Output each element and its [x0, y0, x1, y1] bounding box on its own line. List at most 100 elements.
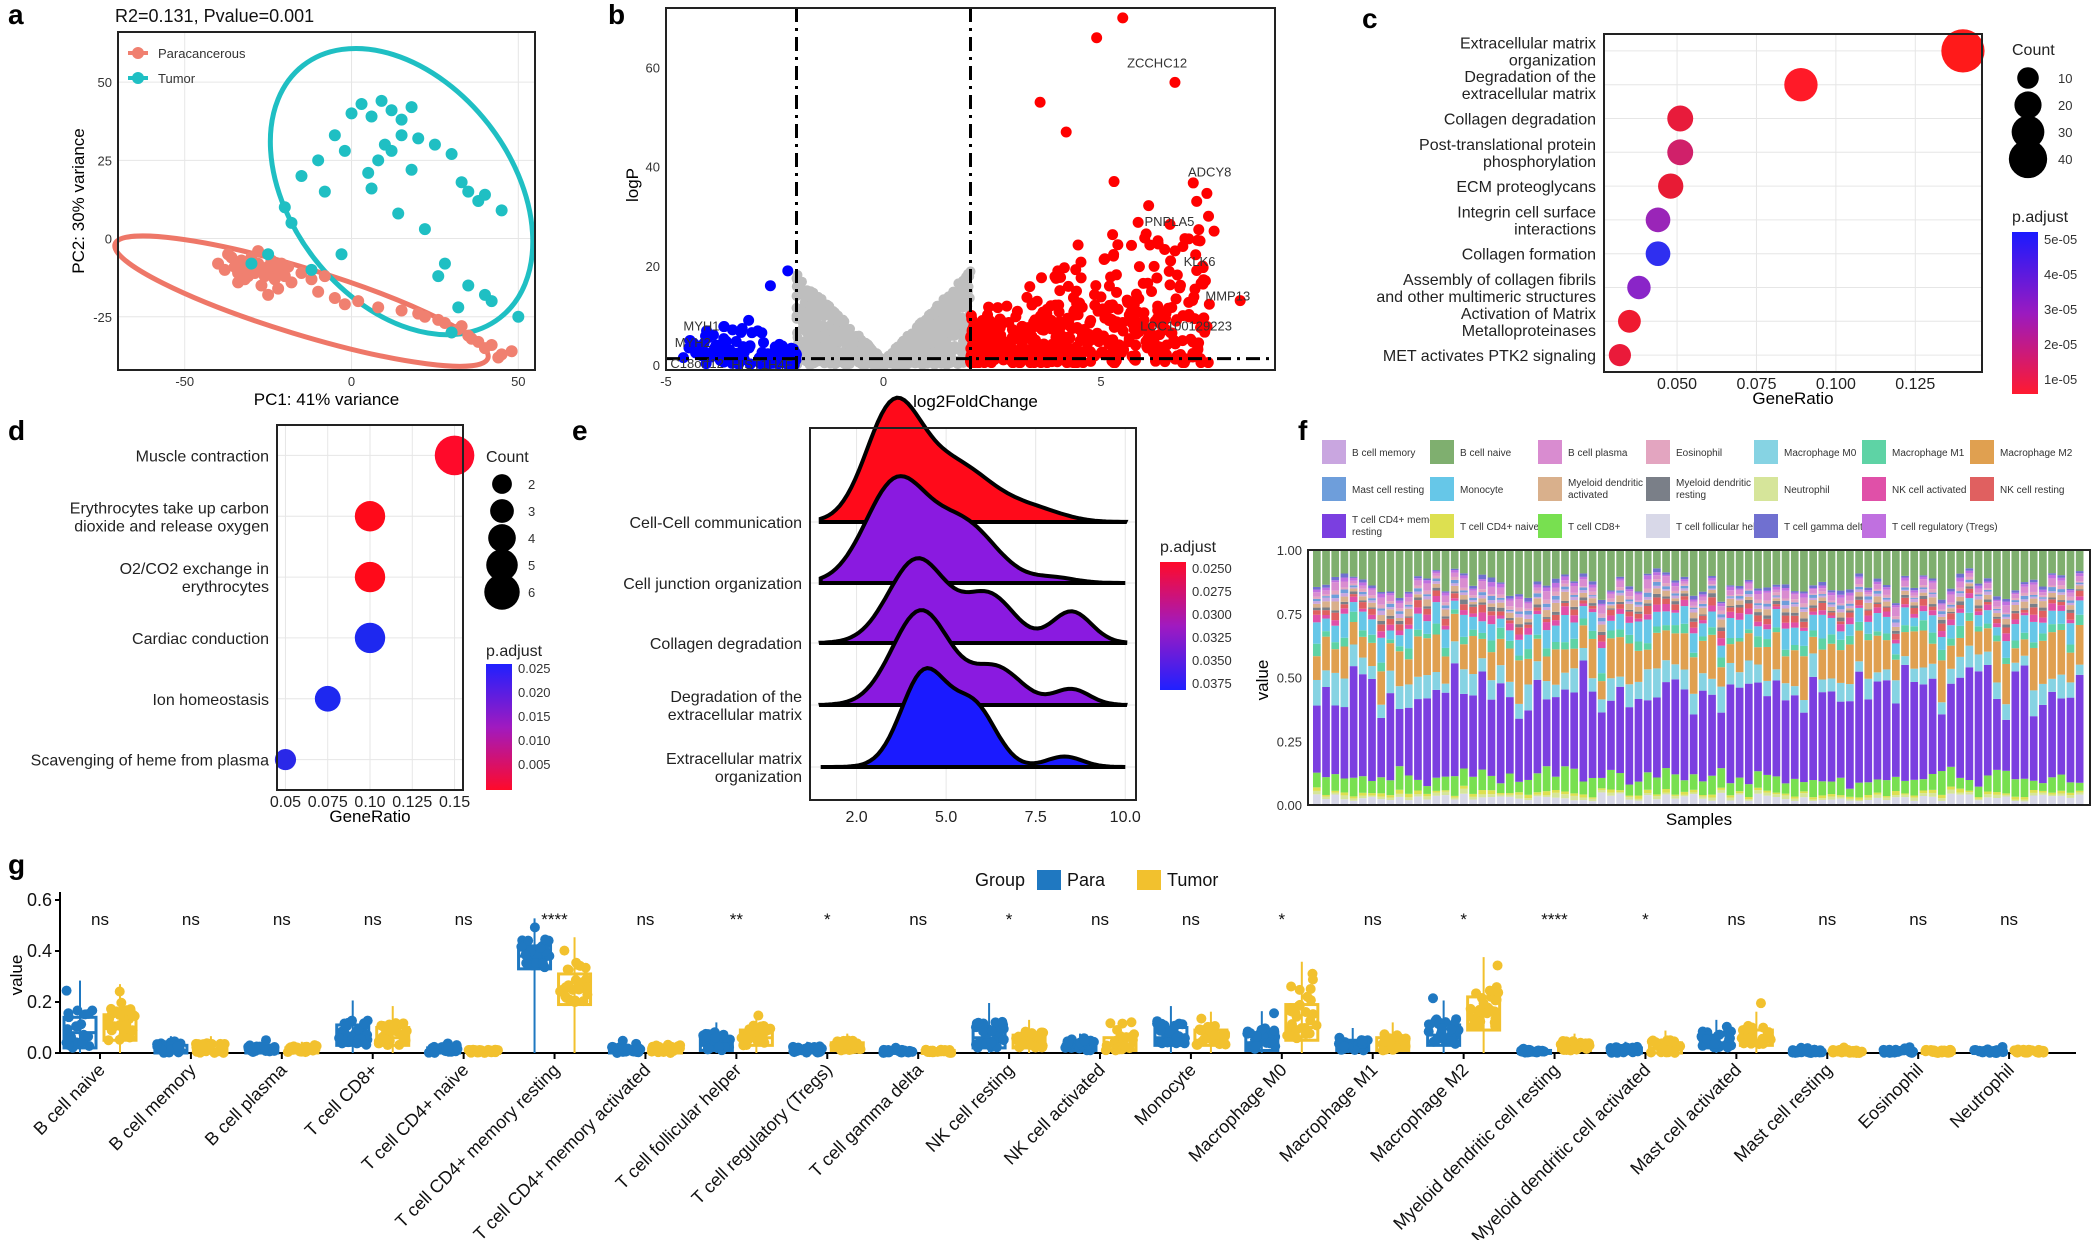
stacked-bar-segment: [1671, 593, 1680, 596]
stacked-bar-segment: [1800, 550, 1808, 592]
box-point: [1428, 993, 1439, 1004]
stacked-bar-segment: [1717, 617, 1726, 620]
point-upregulated: [984, 315, 996, 327]
stacked-bar-segment: [1533, 587, 1542, 591]
stacked-bar-segment: [1487, 640, 1496, 653]
stacked-bar-segment: [1735, 607, 1744, 614]
point-paracancerous: [328, 292, 341, 305]
stacked-bar-segment: [1386, 797, 1395, 801]
stacked-bar-segment: [1395, 789, 1404, 794]
stacked-bar-segment: [1340, 608, 1349, 614]
stacked-bar-segment: [1717, 787, 1726, 790]
stacked-bar-segment: [1322, 590, 1330, 595]
stacked-bar-segment: [1993, 635, 2001, 642]
stacked-bar-segment: [1322, 670, 1330, 688]
box-point: [127, 1009, 138, 1020]
stacked-bar-segment: [1368, 608, 1376, 615]
legend-swatch: [1970, 477, 1994, 501]
box-point: [1856, 1046, 1867, 1057]
stacked-bar-segment: [1708, 797, 1716, 801]
stacked-bar-segment: [1993, 797, 2001, 805]
stacked-bar-segment: [1855, 797, 1863, 800]
stacked-bar-segment: [1414, 779, 1422, 791]
point-upregulated: [1234, 295, 1246, 307]
stacked-bar-segment: [1478, 604, 1487, 613]
stacked-bar-segment: [1515, 627, 1523, 635]
box-point: [1758, 1022, 1769, 1033]
stacked-bar-segment: [1873, 792, 1882, 795]
stacked-bar-segment: [1910, 550, 1919, 588]
stacked-bar-segment: [1763, 646, 1772, 681]
legend-label: activated: [1568, 490, 1608, 501]
legend-label: Neutrophil: [1784, 485, 1830, 496]
box-point: [1285, 1030, 1296, 1041]
stacked-bar-segment: [1873, 635, 1882, 673]
stacked-bar-segment: [1901, 607, 1909, 626]
point-upregulated: [1096, 346, 1108, 358]
stacked-bar-segment: [2066, 602, 2075, 606]
stacked-bar-segment: [1809, 605, 1817, 608]
stacked-bar-segment: [1533, 610, 1542, 615]
gene-label-down: MYH2: [675, 335, 711, 350]
stacked-bar-segment: [1524, 618, 1533, 623]
box-point: [388, 1023, 399, 1034]
stacked-bar-segment: [1386, 670, 1395, 694]
stacked-bar-segment: [1368, 780, 1376, 794]
stacked-bar-segment: [2002, 633, 2010, 642]
stacked-bar-segment: [1313, 643, 1321, 657]
stacked-bar-segment: [1515, 703, 1523, 719]
x-tick-label: 5: [1097, 374, 1104, 389]
stacked-bar-segment: [1956, 625, 1965, 638]
stacked-bar-segment: [1542, 795, 1551, 797]
category-label: Degradation of the: [1464, 69, 1596, 86]
stacked-bar-segment: [1974, 797, 1983, 799]
stacked-bar-segment: [1699, 591, 1707, 595]
stacked-bar-segment: [1873, 797, 1882, 805]
stacked-bar-segment: [1432, 795, 1441, 805]
stacked-bar-segment: [1616, 686, 1624, 774]
stacked-bar-segment: [1726, 662, 1735, 685]
box-point: [62, 1024, 73, 1035]
box-point: [287, 1044, 298, 1055]
stacked-bar-segment: [1772, 584, 1781, 587]
stacked-bar-segment: [1809, 593, 1817, 595]
stacked-bar-segment: [1561, 766, 1569, 792]
stacked-bar-segment: [1349, 596, 1358, 603]
stacked-bar-segment: [1597, 613, 1606, 618]
stacked-bar-segment: [1533, 792, 1542, 795]
significance-label: *: [1460, 910, 1467, 929]
stacked-bar-segment: [1892, 643, 1900, 655]
stacked-bar-segment: [1313, 589, 1321, 593]
point-paracancerous: [455, 320, 468, 333]
box-point: [1294, 984, 1305, 995]
point-upregulated: [1070, 264, 1082, 276]
panel-letter-d: d: [8, 415, 25, 446]
stacked-bar-segment: [1790, 602, 1799, 605]
box-point: [172, 1041, 183, 1052]
stacked-bar-segment: [1634, 618, 1643, 622]
stacked-bar-segment: [1340, 581, 1349, 588]
stacked-bar-segment: [1616, 580, 1624, 588]
legend-size-label: 10: [2058, 71, 2072, 86]
stacked-bar-segment: [1653, 632, 1661, 669]
stacked-bar-segment: [1469, 597, 1477, 600]
legend-swatch: [1754, 477, 1778, 501]
stacked-bar-segment: [2029, 716, 2038, 781]
point-upregulated: [1011, 333, 1023, 345]
stacked-bar-segment: [1836, 650, 1845, 683]
box-point: [572, 960, 583, 971]
box-point: [1017, 1038, 1028, 1049]
gene-label-up: LOC100129223: [1140, 318, 1232, 333]
stacked-bar-segment: [1643, 592, 1652, 597]
stacked-bar-segment: [1368, 598, 1376, 601]
stacked-bar-segment: [1708, 605, 1716, 612]
stacked-bar-segment: [2020, 615, 2029, 633]
legend-label: T cell CD4+ naive: [1460, 522, 1539, 533]
stacked-bar-segment: [1699, 796, 1707, 799]
box-point: [1219, 1038, 1230, 1049]
stacked-bar-segment: [2048, 599, 2056, 604]
category-label: Post-translational protein: [1419, 137, 1596, 154]
stacked-bar-segment: [1551, 620, 1560, 626]
stacked-bar-segment: [1818, 799, 1827, 805]
stacked-bar-segment: [1699, 636, 1707, 641]
